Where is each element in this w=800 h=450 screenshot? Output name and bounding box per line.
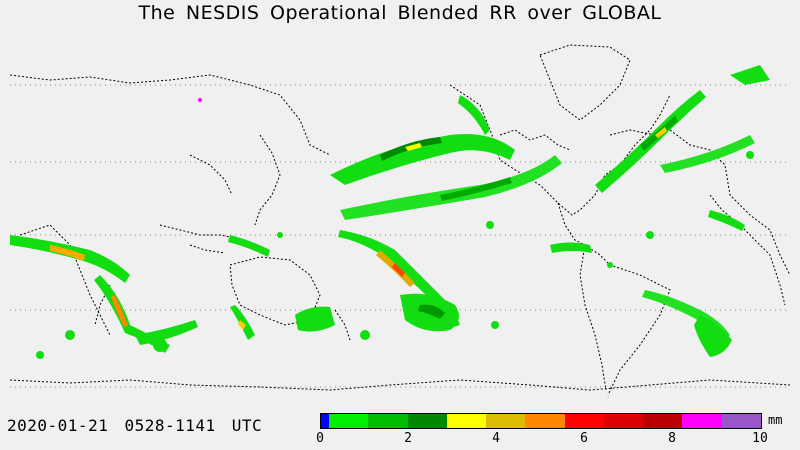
precipitation-map bbox=[10, 35, 790, 405]
coastlines bbox=[10, 44, 790, 396]
colorbar bbox=[320, 413, 762, 429]
colorbar-swatch bbox=[643, 414, 683, 428]
colorbar-swatch bbox=[564, 414, 604, 428]
map-canvas bbox=[10, 44, 790, 396]
precipitation-bands bbox=[10, 65, 770, 359]
colorbar-swatch bbox=[486, 414, 526, 428]
colorbar-tick-label: 0 bbox=[316, 431, 324, 446]
colorbar-swatch bbox=[368, 414, 408, 428]
colorbar-swatch bbox=[525, 414, 565, 428]
colorbar-swatch bbox=[446, 414, 487, 428]
colorbar-tick-label: 10 bbox=[752, 431, 768, 446]
colorbar-swatch bbox=[721, 414, 761, 428]
colorbar-swatch bbox=[407, 414, 447, 428]
colorbar-swatch bbox=[329, 414, 369, 428]
colorbar-swatch bbox=[321, 414, 329, 428]
colorbar-tick-label: 4 bbox=[492, 431, 500, 446]
colorbar-tick-label: 8 bbox=[668, 431, 676, 446]
latitude-gridlines bbox=[10, 84, 790, 388]
timestamp-label: 2020-01-21 0528-1141 UTC bbox=[7, 416, 263, 435]
colorbar-swatch bbox=[603, 414, 644, 428]
colorbar-tick-label: 6 bbox=[580, 431, 588, 446]
colorbar-tick-label: 2 bbox=[404, 431, 412, 446]
map-title: The NESDIS Operational Blended RR over G… bbox=[138, 2, 662, 24]
colorbar-swatch bbox=[682, 414, 722, 428]
colorbar-units: mm bbox=[768, 413, 783, 427]
